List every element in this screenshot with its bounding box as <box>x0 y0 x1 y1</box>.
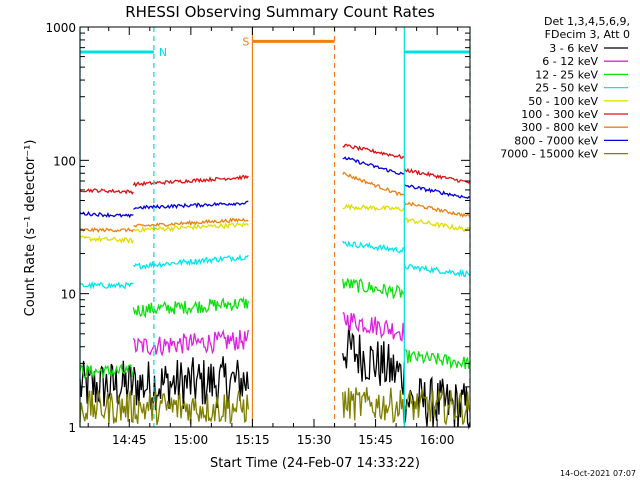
series-line-4-segment-3 <box>403 217 471 233</box>
legend-entry-label-4: 50 - 100 keV <box>528 95 598 108</box>
series-line-7-segment-1 <box>133 200 249 210</box>
y-tick-label-1: 10 <box>61 288 76 302</box>
legend-entry-label-3: 25 - 50 keV <box>535 82 598 95</box>
x-tick-label-1: 15:00 <box>174 433 209 447</box>
series-line-2-segment-0 <box>79 363 135 380</box>
x-tick-label-2: 15:15 <box>235 433 270 447</box>
x-tick-label-4: 15:45 <box>358 433 393 447</box>
series-line-1-segment-0 <box>132 328 249 357</box>
series-line-3-segment-3 <box>403 263 471 278</box>
series-line-7-segment-0 <box>79 210 134 219</box>
series-line-6-segment-2 <box>342 171 405 197</box>
legend-entry-label-6: 300 - 800 keV <box>521 121 598 134</box>
x-axis-label: Start Time (24-Feb-07 14:33:22) <box>210 456 420 471</box>
series-line-5-segment-0 <box>79 188 134 195</box>
legend-header-line-2: FDecim 3, Att 0 <box>545 28 630 41</box>
series-line-1-segment-1 <box>342 312 405 342</box>
series-line-3-segment-2 <box>342 240 405 254</box>
annotation-0-label: N <box>159 46 167 59</box>
chart-title: RHESSI Observing Summary Count Rates <box>125 3 435 21</box>
legend-entry-label-5: 100 - 300 keV <box>521 108 598 121</box>
legend-entry-label-0: 3 - 6 keV <box>549 42 598 55</box>
y-tick-label-3: 1000 <box>45 21 76 35</box>
legend-header-line-1: Det 1,3,4,5,6,9, <box>544 15 630 28</box>
series-line-4-segment-0 <box>79 235 134 245</box>
series-line-3-segment-1 <box>132 253 249 270</box>
legend-entry-label-8: 7000 - 15000 keV <box>500 148 598 161</box>
series-line-2-segment-1 <box>132 296 249 319</box>
series-line-8-segment-0 <box>79 390 249 425</box>
series-line-2-segment-3 <box>404 348 471 370</box>
series-line-0-segment-1 <box>342 325 405 395</box>
axis-layer: 14:45 15:00 15:15 15:30 15:45 16:00 1 10 100 1000 <box>45 21 470 447</box>
y-axis-label: Count Rate (s⁻¹ detector⁻¹) <box>23 140 38 317</box>
series-layer <box>79 143 471 430</box>
legend-entry-label-2: 12 - 25 keV <box>535 68 598 81</box>
series-line-4-segment-2 <box>342 203 405 212</box>
series-line-3-segment-0 <box>79 280 134 291</box>
series-line-6-segment-0 <box>80 227 134 234</box>
series-line-4-segment-1 <box>133 221 249 233</box>
series-line-8-segment-1 <box>342 387 471 426</box>
legend: Det 1,3,4,5,6,9, FDecim 3, Att 0 3 - 6 k… <box>500 15 630 161</box>
plot-frame <box>79 26 471 428</box>
x-tick-label-5: 16:00 <box>420 433 455 447</box>
series-line-7-segment-2 <box>342 156 405 175</box>
legend-entry-label-1: 6 - 12 keV <box>542 55 598 68</box>
y-tick-label-2: 100 <box>53 154 76 168</box>
annotation-2-label: S <box>242 35 249 48</box>
series-line-6-segment-3 <box>403 201 471 219</box>
series-line-5-segment-3 <box>403 167 471 184</box>
series-line-5-segment-1 <box>132 174 249 188</box>
y-tick-label-0: 1 <box>68 421 76 435</box>
series-line-7-segment-3 <box>403 183 471 200</box>
series-line-5-segment-2 <box>342 143 405 159</box>
x-tick-label-3: 15:30 <box>297 433 332 447</box>
generation-timestamp: 14-Oct-2021 07:07 <box>560 469 636 478</box>
series-line-2-segment-2 <box>342 278 405 299</box>
legend-entry-label-7: 800 - 7000 keV <box>514 134 598 147</box>
x-tick-label-0: 14:45 <box>112 433 147 447</box>
series-line-6-segment-1 <box>133 217 249 228</box>
